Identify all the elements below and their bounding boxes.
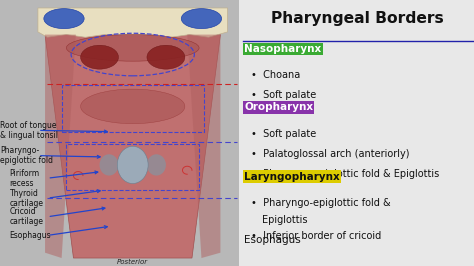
Text: Thyroid
cartilage: Thyroid cartilage — [9, 189, 44, 207]
Ellipse shape — [81, 45, 118, 69]
Text: Epiglottis: Epiglottis — [262, 215, 308, 226]
Polygon shape — [45, 35, 76, 258]
Text: •  Soft palate: • Soft palate — [251, 129, 317, 139]
Text: •  Soft palate: • Soft palate — [251, 90, 317, 101]
Ellipse shape — [44, 9, 84, 28]
FancyBboxPatch shape — [239, 0, 474, 266]
Text: Oropharynx: Oropharynx — [244, 102, 313, 113]
FancyBboxPatch shape — [0, 0, 239, 266]
Text: Nasopharynx: Nasopharynx — [244, 44, 321, 54]
Text: •  Pharyngo-epiglottic fold &: • Pharyngo-epiglottic fold & — [251, 198, 391, 208]
Text: •  Inferior border of cricoid: • Inferior border of cricoid — [251, 231, 382, 242]
Ellipse shape — [147, 154, 166, 176]
Text: Esophagus: Esophagus — [244, 235, 301, 246]
Polygon shape — [45, 35, 220, 258]
Ellipse shape — [100, 154, 118, 176]
Text: Piriform
recess: Piriform recess — [9, 169, 40, 188]
Ellipse shape — [181, 9, 221, 28]
Ellipse shape — [66, 35, 199, 61]
Text: Root of tongue
& lingual tonsil: Root of tongue & lingual tonsil — [0, 121, 58, 140]
Text: •  Palatoglossal arch (anteriorly): • Palatoglossal arch (anteriorly) — [251, 149, 410, 159]
Polygon shape — [38, 8, 228, 37]
Text: Pharyngo-
epiglottic fold: Pharyngo- epiglottic fold — [0, 146, 53, 165]
Text: •  Pharyngo-epiglottic fold & Epiglottis: • Pharyngo-epiglottic fold & Epiglottis — [251, 169, 439, 179]
Text: •  Choana: • Choana — [251, 70, 301, 81]
Text: Cricoid
cartilage: Cricoid cartilage — [9, 207, 44, 226]
Text: Laryngopharynx: Laryngopharynx — [244, 172, 340, 182]
Text: Esophagus: Esophagus — [9, 231, 51, 240]
Polygon shape — [187, 35, 220, 258]
Ellipse shape — [117, 146, 148, 184]
Text: Posterior: Posterior — [117, 259, 148, 265]
Ellipse shape — [147, 45, 185, 69]
Ellipse shape — [81, 89, 185, 124]
Text: Pharyngeal Borders: Pharyngeal Borders — [272, 11, 444, 26]
